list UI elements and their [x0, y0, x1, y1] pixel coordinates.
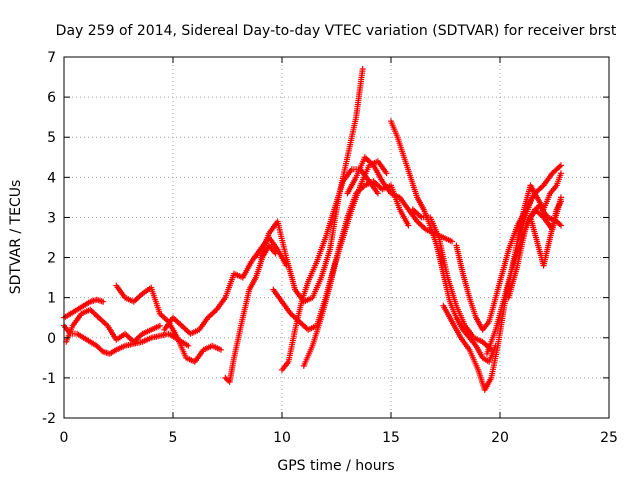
y-tick-label: 6	[47, 90, 56, 106]
x-tick-label: 15	[382, 430, 400, 446]
series-sat-s	[527, 198, 564, 269]
data-points	[388, 118, 499, 365]
data-points	[257, 66, 366, 305]
series-sat-r	[514, 170, 564, 245]
x-tick-label: 20	[491, 430, 509, 446]
data-points	[409, 206, 495, 353]
y-tick-label: 4	[47, 170, 56, 186]
series-sat-c	[63, 306, 163, 345]
tick-layer: 0 5 10 15 20 25 -2 -1 0 1 2 3 4 5 6 7	[42, 50, 618, 446]
series-sat-l	[388, 118, 499, 365]
y-tick-label: 5	[47, 130, 56, 146]
series-sat-g	[257, 66, 366, 305]
y-tick-label: 1	[47, 291, 56, 307]
y-axis-title: SDTVAR / TECUs	[8, 180, 24, 295]
y-tick-label: 0	[47, 331, 56, 347]
points-layer	[61, 66, 564, 393]
x-tick-label: 0	[60, 430, 69, 446]
y-tick-label: -2	[42, 411, 56, 427]
series-sat-f	[222, 242, 279, 385]
data-points	[113, 282, 224, 365]
grid-layer	[64, 57, 609, 418]
x-axis-title: GPS time / hours	[277, 458, 394, 474]
series-sat-j	[300, 178, 412, 369]
data-points	[279, 166, 381, 373]
series-sat-i	[279, 166, 381, 373]
data-points	[514, 170, 564, 245]
y-tick-label: 2	[47, 251, 56, 267]
data-points	[222, 242, 279, 385]
data-points	[63, 306, 163, 345]
y-tick-label: 3	[47, 210, 56, 226]
plot-frame	[63, 56, 610, 419]
series-sat-d	[113, 282, 224, 365]
chart-title: Day 259 of 2014, Sidereal Day-to-day VTE…	[56, 23, 617, 39]
data-points	[300, 178, 412, 369]
y-tick-label: -1	[42, 371, 56, 387]
x-tick-label: 10	[273, 430, 291, 446]
x-tick-label: 25	[600, 430, 618, 446]
y-tick-label: 7	[47, 50, 56, 66]
x-tick-label: 5	[169, 430, 178, 446]
data-points	[527, 198, 564, 269]
series-sat-m	[409, 206, 495, 353]
